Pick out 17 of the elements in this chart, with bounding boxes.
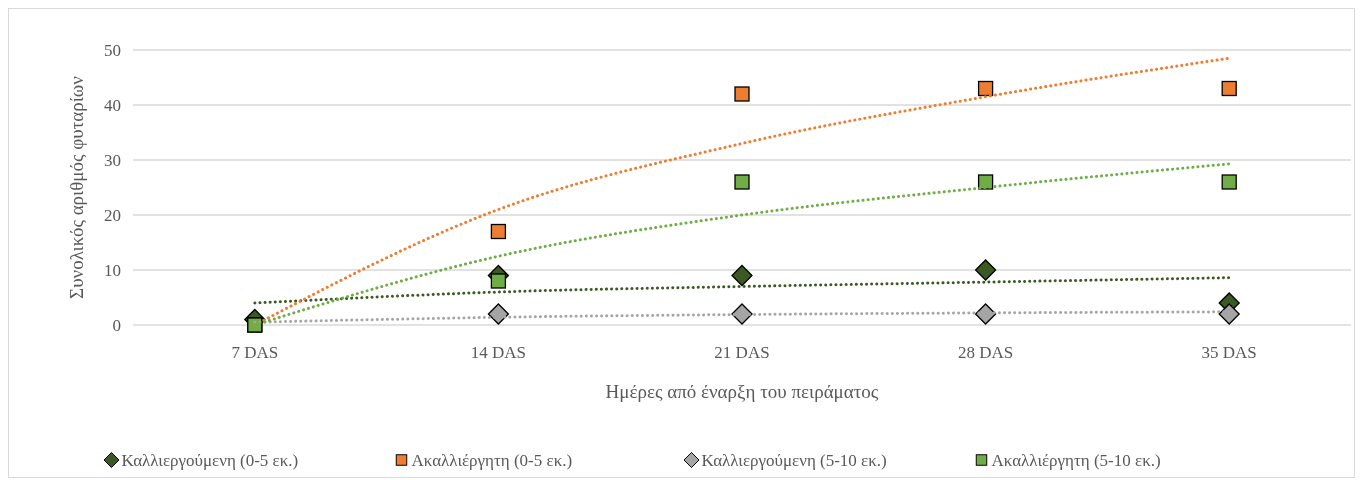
x-tick-label: 7 DAS bbox=[231, 343, 279, 362]
x-axis-title: Ημέρες από έναρξη του πειράματος bbox=[605, 381, 879, 402]
y-tick-label: 20 bbox=[104, 205, 121, 225]
x-tick-label: 35 DAS bbox=[1201, 343, 1257, 362]
y-tick-label: 10 bbox=[104, 260, 121, 280]
y-tick-label: 40 bbox=[104, 95, 121, 115]
legend-label: Καλλιεργούμενη (5-10 εκ.) bbox=[701, 450, 887, 470]
x-tick-label: 21 DAS bbox=[714, 343, 770, 362]
legend-label: Ακαλλιέργητη (5-10 εκ.) bbox=[991, 450, 1161, 470]
legend-label: Καλλιεργούμενη (0-5 εκ.) bbox=[121, 450, 299, 470]
x-tick-label: 28 DAS bbox=[957, 343, 1014, 362]
y-axis-title: Συνολικός αριθμός φυταρίων bbox=[66, 75, 87, 299]
y-tick-label: 50 bbox=[104, 40, 121, 60]
x-tick-label: 14 DAS bbox=[470, 343, 527, 362]
legend-label: Ακαλλιέργητη (0-5 εκ.) bbox=[411, 450, 573, 470]
y-tick-label: 0 bbox=[112, 315, 121, 335]
y-tick-label: 30 bbox=[104, 150, 121, 170]
